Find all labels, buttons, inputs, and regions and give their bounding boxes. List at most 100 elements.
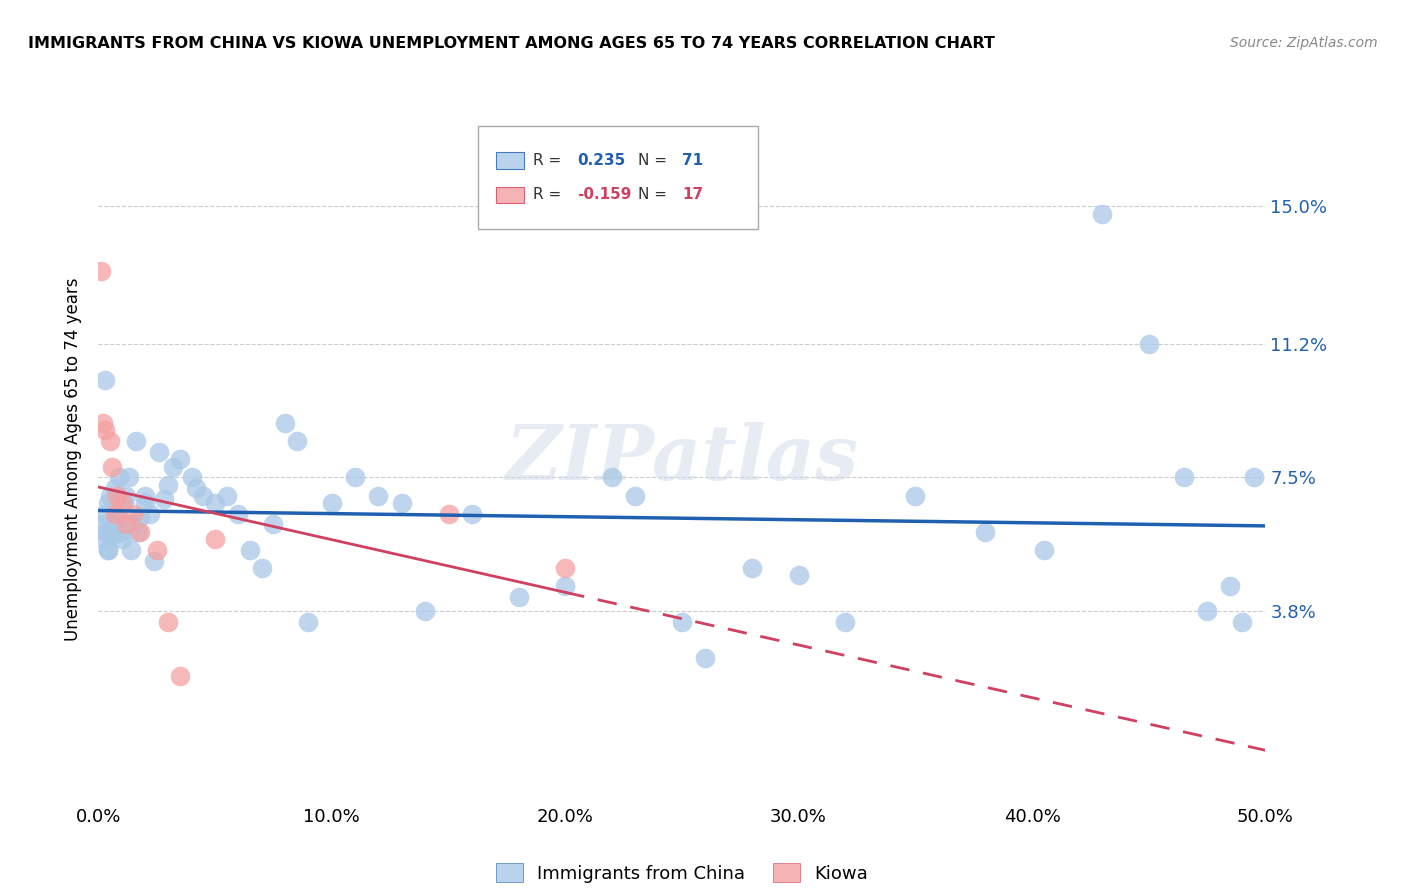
Point	[157, 477, 180, 491]
Point	[91, 532, 114, 546]
Point	[101, 459, 124, 474]
Point	[115, 489, 138, 503]
Point	[97, 496, 120, 510]
Point	[101, 528, 124, 542]
Point	[624, 489, 647, 503]
Point	[91, 416, 114, 430]
Text: ZIPatlas: ZIPatlas	[505, 423, 859, 496]
Point	[741, 561, 763, 575]
Point	[148, 445, 170, 459]
Point	[239, 542, 262, 557]
Point	[111, 496, 134, 510]
Point	[90, 264, 112, 278]
Point	[129, 524, 152, 539]
Point	[134, 496, 156, 510]
Point	[1137, 336, 1160, 351]
Text: N =: N =	[637, 153, 672, 168]
Point	[228, 507, 250, 521]
Point	[204, 532, 226, 546]
Legend: Immigrants from China, Kiowa: Immigrants from China, Kiowa	[489, 856, 875, 890]
Point	[94, 424, 117, 438]
Point	[118, 470, 141, 484]
Text: N =: N =	[637, 187, 672, 202]
Point	[94, 373, 117, 387]
Point	[250, 561, 273, 575]
Point	[285, 434, 308, 449]
Point	[262, 517, 284, 532]
Point	[1173, 470, 1195, 484]
Point	[104, 514, 127, 528]
Point	[215, 489, 238, 503]
Point	[367, 489, 389, 503]
Point	[695, 651, 717, 665]
Point	[120, 542, 142, 557]
Point	[152, 492, 174, 507]
Point	[98, 489, 121, 503]
Point	[344, 470, 367, 484]
Point	[321, 496, 343, 510]
Point	[1230, 615, 1253, 629]
Point	[297, 615, 319, 629]
Point	[787, 568, 810, 582]
Text: 71: 71	[682, 153, 703, 168]
Point	[391, 496, 413, 510]
Point	[180, 470, 202, 484]
Point	[143, 553, 166, 567]
Point	[90, 517, 112, 532]
Point	[104, 507, 127, 521]
Point	[974, 524, 997, 539]
Point	[134, 489, 156, 503]
Point	[834, 615, 856, 629]
Point	[111, 524, 134, 539]
Point	[157, 615, 180, 629]
Point	[1032, 542, 1054, 557]
Text: R =: R =	[533, 153, 565, 168]
Text: Source: ZipAtlas.com: Source: ZipAtlas.com	[1230, 36, 1378, 50]
Text: IMMIGRANTS FROM CHINA VS KIOWA UNEMPLOYMENT AMONG AGES 65 TO 74 YEARS CORRELATIO: IMMIGRANTS FROM CHINA VS KIOWA UNEMPLOYM…	[28, 36, 995, 51]
Point	[146, 542, 169, 557]
Point	[105, 489, 128, 503]
Point	[437, 507, 460, 521]
FancyBboxPatch shape	[496, 153, 524, 169]
Point	[904, 489, 927, 503]
Point	[186, 481, 208, 495]
Point	[274, 416, 297, 430]
Point	[554, 579, 576, 593]
Point	[112, 496, 135, 510]
Point	[162, 459, 184, 474]
Point	[115, 517, 138, 532]
Point	[108, 470, 131, 484]
Y-axis label: Unemployment Among Ages 65 to 74 years: Unemployment Among Ages 65 to 74 years	[65, 277, 83, 641]
Point	[1091, 206, 1114, 220]
Point	[104, 481, 127, 495]
Point	[193, 489, 215, 503]
Point	[169, 452, 191, 467]
Point	[105, 507, 128, 521]
Point	[111, 532, 134, 546]
Point	[204, 496, 226, 510]
Point	[1219, 579, 1241, 593]
Point	[461, 507, 484, 521]
Point	[508, 590, 530, 604]
Point	[169, 669, 191, 683]
Point	[600, 470, 623, 484]
FancyBboxPatch shape	[496, 186, 524, 203]
Point	[127, 524, 149, 539]
Text: -0.159: -0.159	[576, 187, 631, 202]
Point	[122, 517, 145, 532]
Point	[94, 524, 117, 539]
Point	[94, 507, 117, 521]
Point	[671, 615, 693, 629]
Point	[554, 561, 576, 575]
Point	[125, 434, 148, 449]
Text: 0.235: 0.235	[576, 153, 626, 168]
Text: 17: 17	[682, 187, 703, 202]
Point	[122, 507, 145, 521]
Point	[1197, 604, 1219, 618]
Point	[98, 524, 121, 539]
Point	[129, 510, 152, 524]
Point	[1243, 470, 1265, 484]
Point	[413, 604, 436, 618]
Point	[97, 542, 120, 557]
FancyBboxPatch shape	[478, 127, 758, 229]
